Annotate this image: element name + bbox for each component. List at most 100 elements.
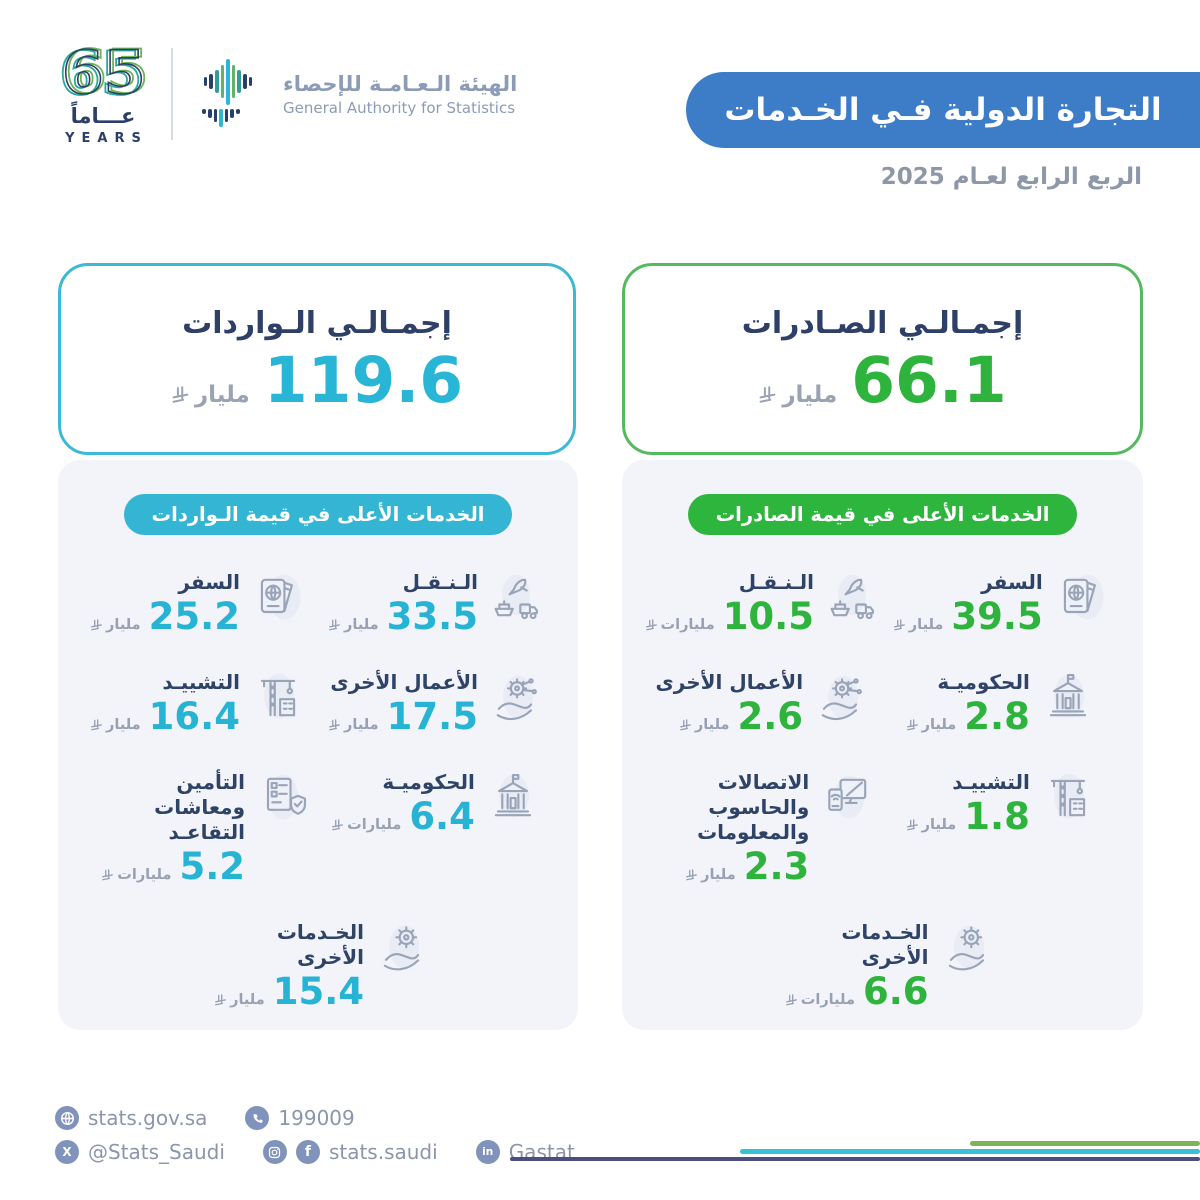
insurance-shield-icon (253, 765, 313, 829)
export-item-travel: السفر 39.5 مليار (893, 565, 1111, 635)
item-label: السفر (981, 570, 1043, 594)
hand-gear-icon (937, 915, 997, 979)
item-label: التأمين ومعاشات التقاعـد (154, 770, 245, 844)
item-label: الخـدمات الأخرى (841, 920, 929, 969)
total-imports-value: 119.6 (263, 344, 464, 417)
total-imports-title: إجمـالـي الـواردات (182, 306, 452, 341)
item-unit: مليار (214, 992, 265, 1008)
x-twitter-link[interactable]: X @Stats_Saudi (55, 1140, 225, 1164)
decor-line-navy (510, 1157, 1200, 1161)
riyal-icon (101, 869, 114, 882)
item-label: الأعمال الأخرى (655, 670, 804, 694)
riyal-icon (171, 386, 190, 405)
item-label: الـنـقـل (402, 570, 478, 594)
logo-divider (171, 48, 173, 140)
export-item-transport: الـنـقـل 10.5 مليارات (645, 565, 882, 635)
riyal-icon (679, 719, 692, 732)
anniversary-word-english: YEARS (65, 131, 148, 146)
import-item-government: الحكوميـة 6.4 مليارات (331, 765, 543, 885)
gear-hand-icon (486, 665, 546, 729)
globe-icon (55, 1106, 79, 1130)
top-exports-badge: الخدمات الأعلى في قيمة الصادرات (687, 494, 1078, 535)
total-exports-unit: مليار (758, 382, 837, 408)
item-value: 10.5 (722, 595, 814, 638)
import-item-transport: الـنـقـل 33.5 مليار (328, 565, 546, 635)
phone-icon (245, 1106, 270, 1130)
hand-gear-icon (372, 915, 432, 979)
item-label: السفر (178, 570, 240, 594)
item-value: 15.4 (272, 970, 364, 1013)
riyal-icon (906, 819, 919, 832)
top-exports-panel: الخدمات الأعلى في قيمة الصادرات السفر 39… (622, 460, 1143, 1030)
item-value: 1.8 (964, 795, 1030, 838)
item-value: 2.3 (743, 845, 810, 888)
contact-footer: stats.gov.sa 199009 X @Stats_Saudi f sta… (55, 1106, 575, 1164)
export-item-construction: التشييـد 1.8 مليار (906, 765, 1098, 885)
import-item-insurance-pensions: التأمين ومعاشات التقاعـد 5.2 مليارات (85, 765, 313, 885)
riyal-icon (90, 619, 103, 632)
import-item-other-services: الخـدمات الأخرى 15.4 مليار (204, 915, 432, 1010)
item-label: الـنـقـل (738, 570, 814, 594)
riyal-icon (785, 994, 798, 1007)
riyal-icon (685, 869, 698, 882)
item-unit: مليار (90, 617, 141, 633)
item-unit: مليار (893, 617, 943, 633)
item-value: 16.4 (148, 695, 240, 738)
instagram-icon (262, 1140, 287, 1164)
import-item-construction: التشييـد 16.4 مليار (90, 665, 308, 735)
item-label: التشييـد (162, 670, 240, 694)
passport-icon (1051, 565, 1111, 629)
government-building-icon (483, 765, 543, 829)
total-exports-title: إجمـالـي الصـادرات (741, 306, 1024, 341)
riyal-icon (331, 819, 344, 832)
item-unit: مليار (90, 717, 141, 733)
x-twitter-icon: X (55, 1140, 79, 1164)
social-links[interactable]: f stats.saudi (262, 1140, 438, 1164)
item-unit: مليار (328, 717, 379, 733)
telecom-computer-icon (817, 765, 877, 829)
export-item-other-services: الخـدمات الأخرى 6.6 مليارات (769, 915, 997, 1010)
item-label: الحكوميـة (382, 770, 475, 794)
page-subtitle: الربع الرابع لعـام 2025 (880, 164, 1142, 190)
riyal-icon (758, 386, 777, 405)
item-label: التشييـد (952, 770, 1030, 794)
item-value: 5.2 (179, 845, 245, 888)
transport-icon (822, 565, 882, 629)
riyal-icon (328, 719, 341, 732)
export-item-other-business: الأعمال الأخرى 2.6 مليار (655, 665, 871, 735)
total-imports-card: إجمـالـي الـواردات 119.6 مليار (58, 263, 576, 455)
item-value: 6.4 (409, 795, 475, 838)
item-value: 39.5 (951, 595, 1043, 638)
item-label: الأعمال الأخرى (330, 670, 478, 694)
crane-icon (1038, 765, 1098, 829)
item-value: 2.6 (737, 695, 804, 738)
svg-text:65: 65 (59, 42, 143, 104)
item-unit: مليارات (785, 992, 855, 1008)
item-label: الحكوميـة (937, 670, 1030, 694)
anniversary-65-icon: 65 65 65 (58, 36, 149, 110)
item-label: الاتصالات والحاسوب والمعلومات (697, 770, 810, 844)
passport-icon (248, 565, 308, 629)
crane-icon (248, 665, 308, 729)
riyal-icon (906, 719, 919, 732)
item-value: 33.5 (386, 595, 478, 638)
export-item-telecom-computer-info: الاتصالات والحاسوب والمعلومات 2.3 مليار (649, 765, 877, 885)
svg-text:65: 65 (62, 42, 146, 104)
item-value: 25.2 (148, 595, 240, 638)
phone-contact[interactable]: 199009 (245, 1106, 355, 1130)
linkedin-icon: in (475, 1140, 500, 1164)
gastat-logo-icon (193, 58, 263, 131)
decor-line-cyan (740, 1149, 1200, 1154)
riyal-icon (893, 619, 906, 632)
total-imports-unit: مليار (171, 382, 250, 408)
gear-hand-icon (811, 665, 871, 729)
transport-icon (486, 565, 546, 629)
decor-line-green (970, 1141, 1200, 1146)
riyal-icon (90, 719, 103, 732)
item-unit: مليار (685, 867, 736, 883)
riyal-icon (328, 619, 341, 632)
item-value: 6.6 (862, 970, 929, 1013)
website-link[interactable]: stats.gov.sa (55, 1106, 207, 1130)
total-exports-value: 66.1 (851, 344, 1007, 417)
anniversary-65-logo: 65 65 65 عـــاماً YEARS (55, 36, 151, 146)
